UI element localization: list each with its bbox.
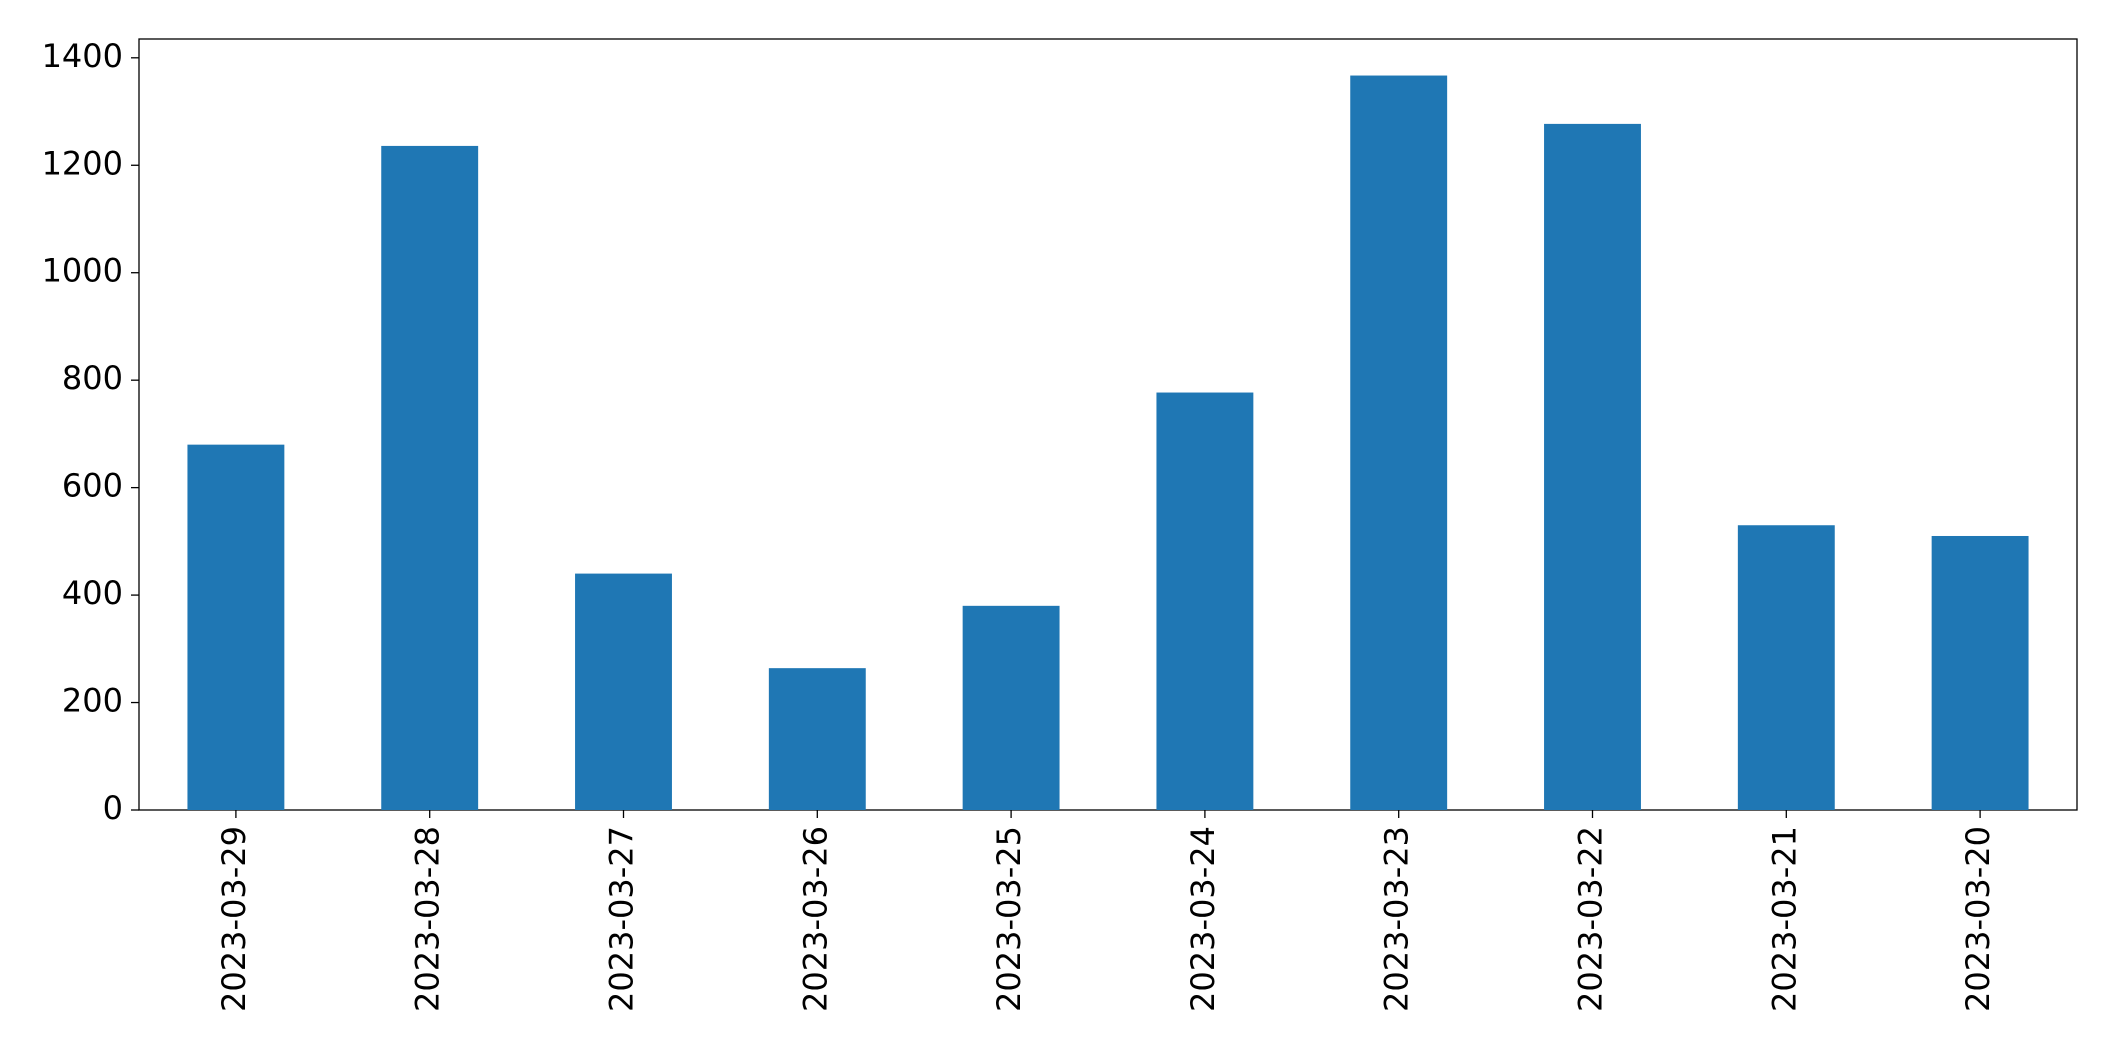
y-tick-label: 1000 — [42, 252, 123, 290]
x-tick-label: 2023-03-29 — [215, 826, 253, 1012]
bar — [1350, 75, 1448, 810]
y-tick-label: 1400 — [42, 37, 123, 75]
x-tick-label: 2023-03-28 — [409, 826, 447, 1012]
y-tick-label: 1200 — [42, 144, 123, 182]
x-tick-label: 2023-03-26 — [796, 826, 834, 1012]
bar — [768, 668, 866, 810]
plot-frame — [138, 38, 2078, 811]
x-tick-label: 2023-03-22 — [1572, 826, 1610, 1012]
y-tick-label: 200 — [62, 682, 123, 720]
bar — [381, 145, 479, 810]
bar — [187, 444, 285, 810]
y-tick-label: 0 — [103, 789, 123, 827]
x-tick-label: 2023-03-20 — [1959, 826, 1997, 1012]
x-tick-label: 2023-03-25 — [990, 826, 1028, 1012]
x-tick-label: 2023-03-24 — [1184, 826, 1222, 1012]
bar — [1544, 123, 1641, 810]
bar — [962, 605, 1060, 810]
y-tick-label: 800 — [62, 359, 123, 397]
y-tick-label: 400 — [62, 574, 123, 612]
bar — [1156, 392, 1254, 810]
y-tick-label: 600 — [62, 467, 123, 505]
x-tick-label: 2023-03-23 — [1378, 826, 1416, 1012]
x-tick-label: 2023-03-27 — [603, 826, 641, 1012]
bar — [1931, 535, 2029, 810]
x-tick-label: 2023-03-21 — [1765, 826, 1803, 1012]
bar — [1737, 525, 1835, 810]
bar — [575, 573, 672, 810]
